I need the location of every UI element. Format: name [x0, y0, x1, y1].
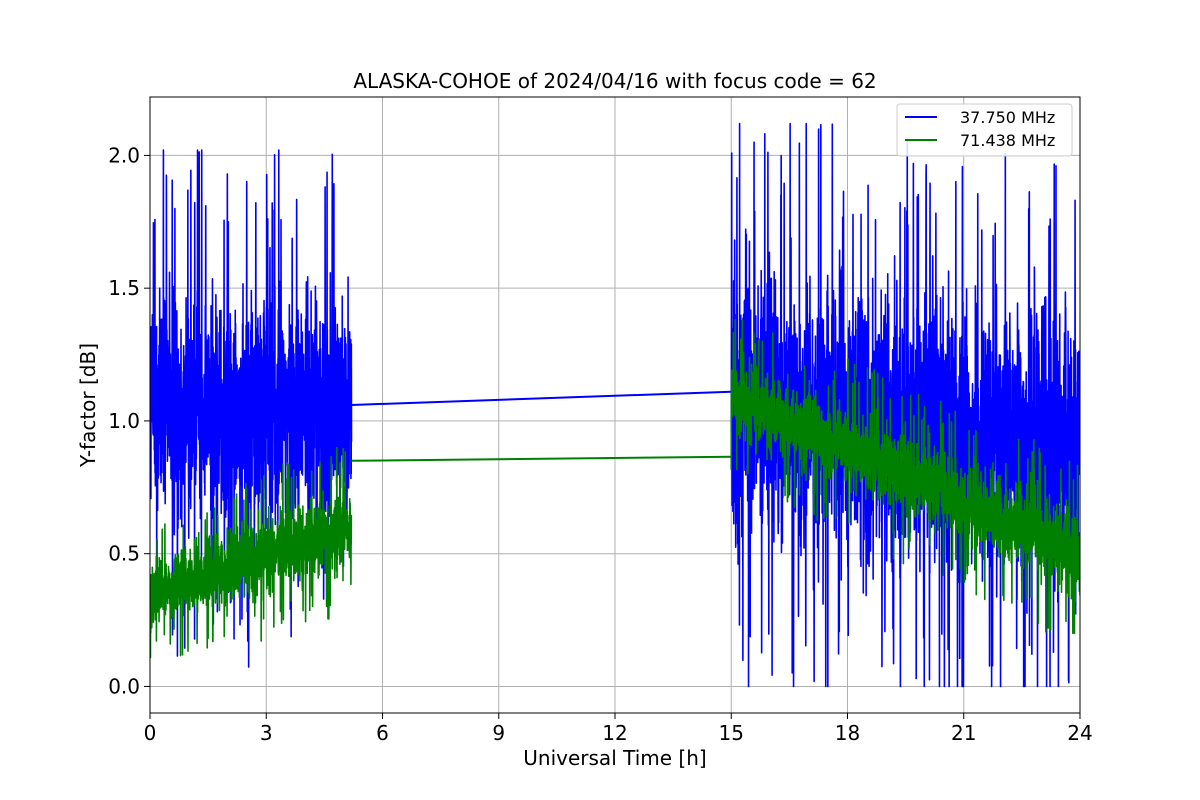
x-tick-label: 24 [1067, 721, 1092, 745]
y-axis-ticks: 0.0 0.5 1.0 1.5 2.0 [108, 143, 150, 698]
series-2-trace-1 [150, 446, 353, 659]
x-tick-label: 0 [144, 721, 157, 745]
y-tick-label: 0.0 [108, 674, 140, 698]
x-tick-label: 15 [719, 721, 744, 745]
x-tick-label: 12 [602, 721, 627, 745]
series-2-trace-2 [730, 318, 1080, 635]
y-tick-label: 1.0 [108, 409, 140, 433]
y-tick-label: 2.0 [108, 143, 140, 167]
x-axis-label: Universal Time [h] [523, 746, 706, 770]
x-tick-label: 3 [260, 721, 273, 745]
x-axis-ticks: 0 3 6 9 12 15 18 21 24 [144, 713, 1093, 745]
series-1-gap-line [351, 390, 732, 406]
y-tick-label: 0.5 [108, 542, 140, 566]
x-tick-label: 18 [835, 721, 860, 745]
series-2-gap-line [351, 455, 732, 462]
y-axis-label: Y-factor [dB] [76, 343, 100, 468]
legend-label-1: 37.750 MHz [960, 108, 1055, 127]
x-tick-label: 21 [951, 721, 976, 745]
plot-area [150, 122, 1080, 688]
legend-label-2: 71.438 MHz [960, 131, 1055, 150]
legend-box [896, 103, 1073, 157]
y-tick-label: 1.5 [108, 276, 140, 300]
x-tick-label: 6 [376, 721, 389, 745]
series-1-trace-1 [150, 149, 353, 668]
chart-title: ALASKA-COHOE of 2024/04/16 with focus co… [353, 69, 876, 93]
legend: 37.750 MHz 71.438 MHz [896, 103, 1073, 157]
x-tick-label: 9 [492, 721, 505, 745]
